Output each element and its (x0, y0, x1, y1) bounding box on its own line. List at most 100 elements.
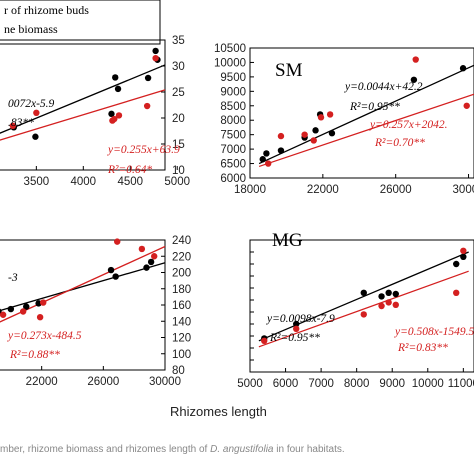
biomass-data-point (392, 301, 399, 308)
y-tick-label: 10000 (214, 57, 246, 69)
y-tick-label: 120 (172, 333, 191, 345)
buds-data-point (152, 47, 159, 55)
biomass-data-point (151, 253, 158, 260)
buds-data-point (378, 293, 385, 300)
regression-equation: y=0.257x+2042. (369, 119, 447, 131)
buds-data-point (293, 320, 300, 328)
regression-equation: y=0.0098x-7.9 (266, 313, 335, 325)
y-tick-label: 200 (172, 268, 191, 280)
buds-data-point (360, 289, 367, 296)
regression-equation: R²=0.88** (9, 349, 60, 361)
y-tick-label: 140 (172, 316, 191, 328)
biomass-data-point (0, 311, 7, 318)
x-tick-label: 5000 (164, 176, 190, 188)
biomass-data-point (143, 102, 151, 110)
caption-text-before: mber, rhizome biomass and rhizomes lengt… (0, 444, 211, 455)
x-axis-label: Rhizomes length (170, 404, 267, 419)
x-tick-label: 11000 (448, 378, 474, 390)
buds-fit-line (258, 64, 474, 165)
biomass-data-point (301, 131, 308, 138)
y-tick-label: 7500 (220, 130, 246, 142)
buds-data-point (453, 260, 460, 268)
buds-data-point (112, 273, 119, 280)
panel-title: SM (275, 60, 303, 81)
biomass-data-point (40, 299, 47, 306)
caption-text-after: in four habitats. (273, 444, 345, 455)
buds-data-point (108, 110, 115, 118)
biomass-fit-line (258, 93, 474, 168)
x-tick-label: 22000 (307, 184, 339, 196)
biomass-data-point (378, 302, 385, 310)
x-tick-label: 10000 (412, 378, 444, 390)
biomass-data-point (360, 311, 367, 318)
y-tick-label: 15 (172, 139, 185, 151)
biomass-data-point (152, 55, 159, 62)
buds-data-point (144, 74, 152, 82)
x-tick-label: 22000 (26, 376, 58, 388)
regression-equation: R²=0.64* (107, 164, 152, 176)
biomass-data-point (453, 289, 460, 296)
x-tick-label: 26000 (87, 376, 119, 388)
x-tick-label: 18000 (234, 184, 266, 196)
buds-data-point (328, 130, 336, 137)
y-tick-label: 8500 (220, 101, 246, 113)
x-tick-label: 6000 (273, 378, 299, 390)
buds-data-point (277, 147, 285, 154)
buds-data-point (259, 156, 266, 163)
panel-top-left: 35 30 25 20 15 10 3500 4000 4500 5000 0072x-5.9 .83… (0, 35, 190, 188)
y-tick-label: 9000 (220, 86, 246, 98)
regression-equation: y=0.255x+63.9 (107, 144, 180, 156)
panel-title: MG (272, 230, 303, 251)
biomass-data-point (138, 245, 146, 253)
y-tick-label: 10 (172, 165, 185, 177)
biomass-data-point (33, 109, 40, 117)
biomass-data-point (36, 313, 44, 321)
biomass-fit-line (0, 245, 166, 323)
biomass-data-point (115, 112, 123, 119)
regression-equation: -3 (8, 272, 18, 284)
y-tick-label: 180 (172, 284, 191, 296)
buds-data-point (7, 305, 15, 313)
x-tick-label: 30000 (453, 184, 474, 196)
buds-fit-line (0, 64, 166, 134)
y-tick-label: 35 (172, 35, 185, 47)
buds-data-point (410, 76, 418, 83)
y-tick-label: 7000 (220, 144, 246, 156)
y-tick-label: 30 (172, 61, 185, 73)
y-tick-label: 80 (172, 365, 185, 377)
caption-species: D. angustifolia (210, 444, 274, 455)
x-tick-label: 26000 (380, 184, 412, 196)
panel-sm: 10500 10000 9500 9000 8500 8000 7500 7000 6500 60… (214, 43, 474, 196)
plot-frame (249, 239, 474, 373)
legend-box (0, 0, 161, 45)
biomass-data-point (9, 122, 17, 129)
regression-equation: R²=0.70** (374, 137, 425, 149)
y-tick-label: 25 (172, 87, 185, 99)
plot-frame (0, 39, 166, 171)
regression-equation: R²=0.95** (269, 332, 320, 344)
biomass-data-point (412, 56, 419, 63)
y-tick-label: 10500 (214, 43, 246, 55)
x-tick-label: 9000 (379, 378, 405, 390)
buds-data-point (385, 289, 392, 296)
biomass-data-point (261, 337, 268, 344)
x-tick-label: 30000 (149, 376, 181, 388)
y-tick-label: 9500 (220, 72, 246, 84)
regression-equation: y=0.273x-484.5 (7, 330, 82, 342)
biomass-fit-line (258, 270, 469, 348)
x-tick-label: 4500 (117, 176, 143, 188)
buds-data-point (392, 290, 399, 298)
biomass-fit-line (0, 89, 166, 141)
regression-equation: y=0.508x-1549.5 (394, 326, 474, 338)
biomass-data-point (385, 299, 392, 306)
figure-caption: mber, rhizome biomass and rhizomes lengt… (0, 444, 474, 464)
y-tick-label: 20 (172, 113, 185, 125)
y-tick-label: 6500 (220, 159, 246, 171)
panel-bottom-left: 2402202001801601401201008000022000260003… (0, 235, 191, 388)
biomass-data-point (310, 137, 317, 144)
y-tick-label: 220 (172, 251, 191, 263)
buds-data-point (112, 74, 119, 81)
regression-equation: 0072x-5.9 (8, 98, 55, 110)
buds-data-point (312, 127, 319, 134)
